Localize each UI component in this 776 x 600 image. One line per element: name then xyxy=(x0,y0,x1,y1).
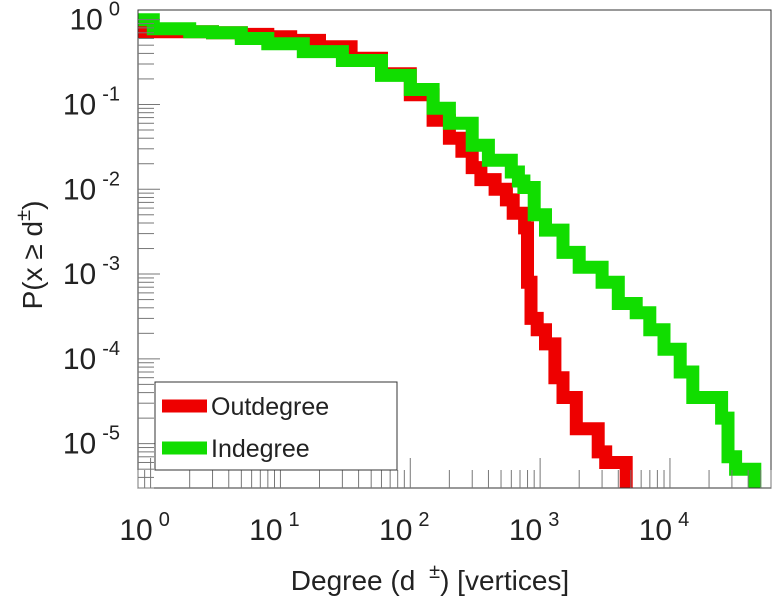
series-layer xyxy=(138,13,762,488)
legend-box xyxy=(154,381,398,471)
x-tick-label: 10 2 xyxy=(379,509,430,547)
x-axis-label: Degree (d ±) [vertices] xyxy=(291,561,569,596)
y-tick-label-base: 10 xyxy=(63,88,96,121)
x-tick-label-base: 10 xyxy=(379,514,412,547)
x-tick-label-exp: 2 xyxy=(418,509,429,531)
x-tick-label-base: 10 xyxy=(249,514,282,547)
x-tick-label-exp: 3 xyxy=(548,509,559,531)
x-axis-label-post: ) [vertices] xyxy=(440,565,569,596)
legend: Outdegree Indegree xyxy=(154,381,398,471)
y-tick-label: 10 -2 xyxy=(63,168,120,206)
x-tick-label: 10 4 xyxy=(639,509,690,547)
y-tick-label-base: 10 xyxy=(63,428,96,461)
y-tick-label-base: 10 xyxy=(63,343,96,376)
x-tick-label-exp: 0 xyxy=(159,509,170,531)
x-axis-label-sup: ± xyxy=(429,561,440,583)
y-tick-label: 10 -5 xyxy=(63,423,120,461)
y-tick-label-exp: -2 xyxy=(102,168,120,190)
y-axis-label-sup: ± xyxy=(13,210,35,221)
y-tick-label-base: 10 xyxy=(63,258,96,291)
x-tick-label-base: 10 xyxy=(119,514,152,547)
x-tick-label-exp: 1 xyxy=(289,509,300,531)
x-tick-label-base: 10 xyxy=(509,514,542,547)
x-tick-label-base: 10 xyxy=(639,514,672,547)
y-tick-label-exp: -3 xyxy=(102,253,120,275)
x-tick-label-exp: 4 xyxy=(678,509,689,531)
tick-layer: 10 0 10 -1 10 -2 10 -3 10 -4 10 -5 10 0 10 1 10 2 10 3 10 4 xyxy=(63,0,772,547)
y-tick-label: 10 -1 xyxy=(63,83,120,121)
y-tick-label: 10 -3 xyxy=(63,253,120,291)
y-tick-label: 10 0 xyxy=(70,0,121,37)
x-tick-label: 10 0 xyxy=(119,509,170,547)
x-tick-label: 10 3 xyxy=(509,509,560,547)
y-tick-label-exp: 0 xyxy=(109,0,120,21)
y-axis-label-pre: P(x ≥ d xyxy=(17,221,48,310)
x-axis-label-pre: Degree (d xyxy=(291,565,423,596)
y-tick-label-exp: -5 xyxy=(102,423,120,445)
y-tick-label: 10 -4 xyxy=(63,338,120,376)
series-line-indegree xyxy=(138,13,762,488)
x-tick-label: 10 1 xyxy=(249,509,300,547)
y-tick-label-base: 10 xyxy=(70,4,103,37)
y-tick-label-base: 10 xyxy=(63,173,96,206)
y-tick-label-exp: -1 xyxy=(102,83,120,105)
y-tick-label-exp: -4 xyxy=(102,338,120,360)
legend-label-outdegree: Outdegree xyxy=(211,393,329,421)
y-axis-label-post: ) xyxy=(17,201,48,210)
y-axis-label: P(x ≥ d±) xyxy=(13,201,48,310)
legend-label-indegree: Indegree xyxy=(211,435,310,463)
